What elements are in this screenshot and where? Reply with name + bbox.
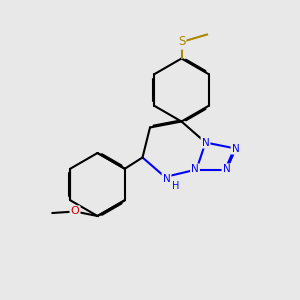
Text: N: N xyxy=(163,173,170,184)
Text: N: N xyxy=(191,164,199,175)
Text: O: O xyxy=(70,206,80,217)
Text: N: N xyxy=(223,164,230,175)
Text: H: H xyxy=(172,181,179,191)
Text: N: N xyxy=(202,137,209,148)
Text: S: S xyxy=(178,35,185,49)
Text: N: N xyxy=(232,143,239,154)
